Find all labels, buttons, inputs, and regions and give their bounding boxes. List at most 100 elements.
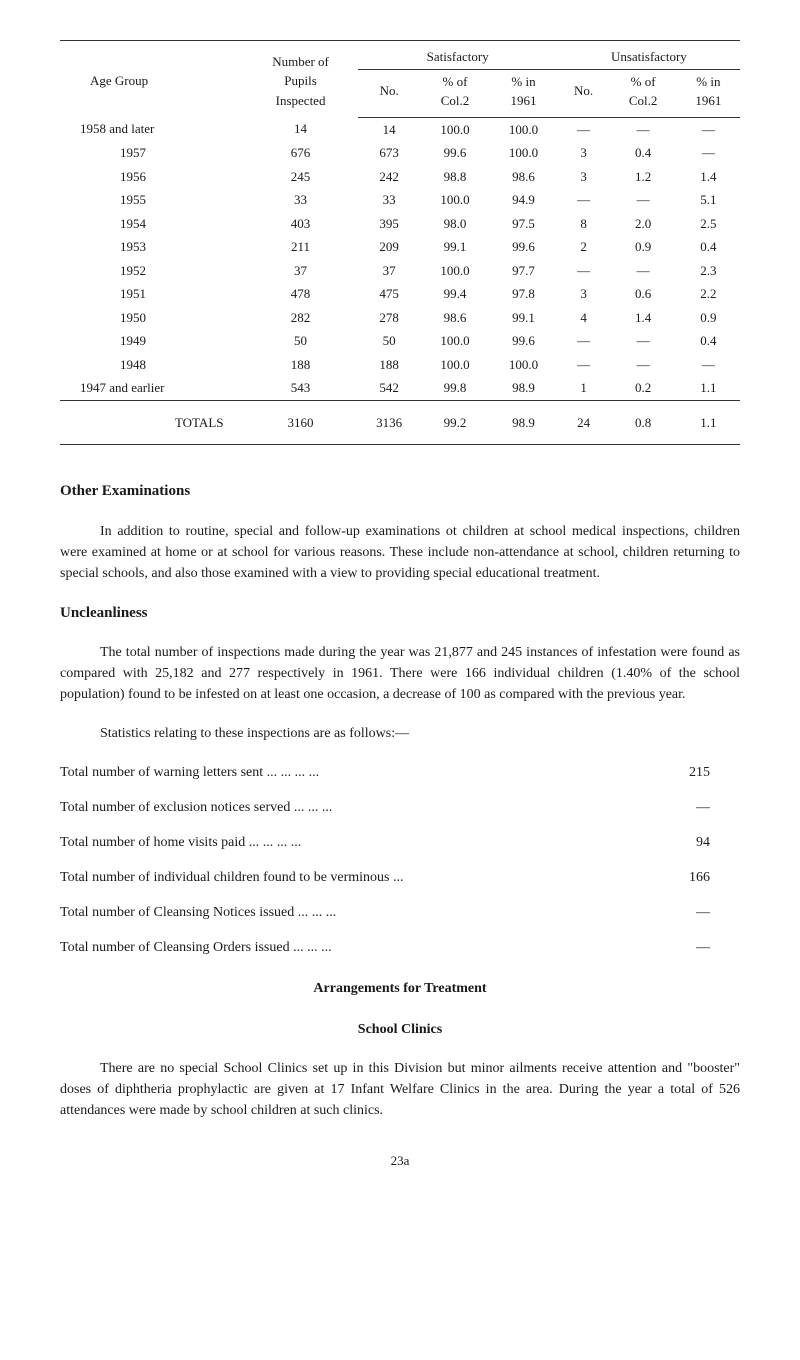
- table-cell: —: [609, 117, 676, 141]
- table-row: 1947 and earlier54354299.898.910.21.1: [60, 376, 740, 400]
- stat-label: Total number of home visits paid ... ...…: [60, 832, 650, 853]
- table-cell: 188: [244, 353, 358, 377]
- stats-intro: Statistics relating to these inspections…: [60, 723, 740, 744]
- header-age-group: Age Group: [60, 41, 244, 118]
- table-cell: 2.5: [677, 212, 740, 236]
- table-cell: —: [609, 353, 676, 377]
- stat-label: Total number of Cleansing Orders issued …: [60, 937, 650, 958]
- table-cell: 1.4: [609, 306, 676, 330]
- table-cell: —: [609, 329, 676, 353]
- inspection-table: Age Group Number ofPupilsInspected Satis…: [60, 40, 740, 445]
- table-cell: 3: [558, 165, 610, 189]
- table-cell: 543: [244, 376, 358, 400]
- stat-value: —: [650, 902, 710, 923]
- table-cell: 1950: [60, 306, 244, 330]
- stat-label: Total number of exclusion notices served…: [60, 797, 650, 818]
- table-cell: 4: [558, 306, 610, 330]
- table-row: 195624524298.898.631.21.4: [60, 165, 740, 189]
- table-row: 19553333100.094.9——5.1: [60, 188, 740, 212]
- table-row: 195147847599.497.830.62.2: [60, 282, 740, 306]
- table-cell: 98.0: [421, 212, 490, 236]
- stat-value: —: [650, 797, 710, 818]
- table-row: 195028227898.699.141.40.9: [60, 306, 740, 330]
- stat-value: 166: [650, 867, 710, 888]
- table-cell: 2.3: [677, 259, 740, 283]
- table-cell: 100.0: [489, 117, 558, 141]
- table-cell: —: [609, 188, 676, 212]
- table-cell: 1.1: [677, 376, 740, 400]
- table-cell: 188: [358, 353, 421, 377]
- table-cell: 1.2: [609, 165, 676, 189]
- header-unsat-pct-in: % in1961: [677, 69, 740, 117]
- header-sat-no: No.: [358, 69, 421, 117]
- table-cell: 395: [358, 212, 421, 236]
- table-cell: 99.1: [489, 306, 558, 330]
- header-sat-pct-in: % in1961: [489, 69, 558, 117]
- table-cell: 37: [358, 259, 421, 283]
- table-cell: 50: [358, 329, 421, 353]
- table-cell: 278: [358, 306, 421, 330]
- table-row: 1958 and later1414100.0100.0———: [60, 117, 740, 141]
- table-cell: 2.2: [677, 282, 740, 306]
- table-cell: —: [558, 188, 610, 212]
- table-cell: 209: [358, 235, 421, 259]
- table-cell: 282: [244, 306, 358, 330]
- table-cell: 100.0: [421, 188, 490, 212]
- table-cell: 0.6: [609, 282, 676, 306]
- table-cell: 98.6: [421, 306, 490, 330]
- table-cell: 99.6: [489, 235, 558, 259]
- table-cell: 99.4: [421, 282, 490, 306]
- table-cell: 5.1: [677, 188, 740, 212]
- table-cell: —: [558, 329, 610, 353]
- table-cell: 33: [244, 188, 358, 212]
- table-cell: —: [609, 259, 676, 283]
- table-cell: 100.0: [421, 353, 490, 377]
- totals-sat-no: 3136: [358, 400, 421, 445]
- table-cell: 3: [558, 282, 610, 306]
- table-cell: —: [558, 117, 610, 141]
- stat-line: Total number of exclusion notices served…: [60, 797, 740, 818]
- table-cell: 1951: [60, 282, 244, 306]
- uncleanliness-heading: Uncleanliness: [60, 602, 740, 625]
- table-cell: 2.0: [609, 212, 676, 236]
- stat-line: Total number of Cleansing Orders issued …: [60, 937, 740, 958]
- table-cell: 98.8: [421, 165, 490, 189]
- table-cell: —: [677, 141, 740, 165]
- totals-pupils: 3160: [244, 400, 358, 445]
- table-cell: 1958 and later: [60, 117, 244, 141]
- header-unsatisfactory: Unsatisfactory: [558, 41, 740, 70]
- table-cell: 99.1: [421, 235, 490, 259]
- stat-label: Total number of Cleansing Notices issued…: [60, 902, 650, 923]
- totals-sat-pct-of: 99.2: [421, 400, 490, 445]
- table-cell: 0.4: [677, 329, 740, 353]
- table-cell: 242: [358, 165, 421, 189]
- stat-line: Total number of warning letters sent ...…: [60, 762, 740, 783]
- table-cell: 94.9: [489, 188, 558, 212]
- table-cell: 3: [558, 141, 610, 165]
- table-cell: 100.0: [489, 141, 558, 165]
- arrangements-heading: Arrangements for Treatment: [60, 978, 740, 999]
- stat-value: —: [650, 937, 710, 958]
- stat-label: Total number of warning letters sent ...…: [60, 762, 650, 783]
- table-cell: 100.0: [421, 117, 490, 141]
- other-examinations-text: In addition to routine, special and foll…: [60, 521, 740, 584]
- table-cell: 1948: [60, 353, 244, 377]
- totals-row: TOTALS 3160 3136 99.2 98.9 24 0.8 1.1: [60, 400, 740, 445]
- table-row: 1948188188100.0100.0———: [60, 353, 740, 377]
- table-row: 195321120999.199.620.90.4: [60, 235, 740, 259]
- table-cell: 0.2: [609, 376, 676, 400]
- table-cell: 1954: [60, 212, 244, 236]
- table-row: 19495050100.099.6——0.4: [60, 329, 740, 353]
- other-examinations-heading: Other Examinations: [60, 480, 740, 503]
- header-unsat-pct-of: % ofCol.2: [609, 69, 676, 117]
- totals-sat-pct-in: 98.9: [489, 400, 558, 445]
- stat-line: Total number of home visits paid ... ...…: [60, 832, 740, 853]
- table-cell: 1953: [60, 235, 244, 259]
- table-cell: 1947 and earlier: [60, 376, 244, 400]
- table-cell: 1956: [60, 165, 244, 189]
- table-row: 19523737100.097.7——2.3: [60, 259, 740, 283]
- table-cell: 542: [358, 376, 421, 400]
- table-cell: —: [677, 353, 740, 377]
- table-cell: 676: [244, 141, 358, 165]
- table-cell: 0.4: [609, 141, 676, 165]
